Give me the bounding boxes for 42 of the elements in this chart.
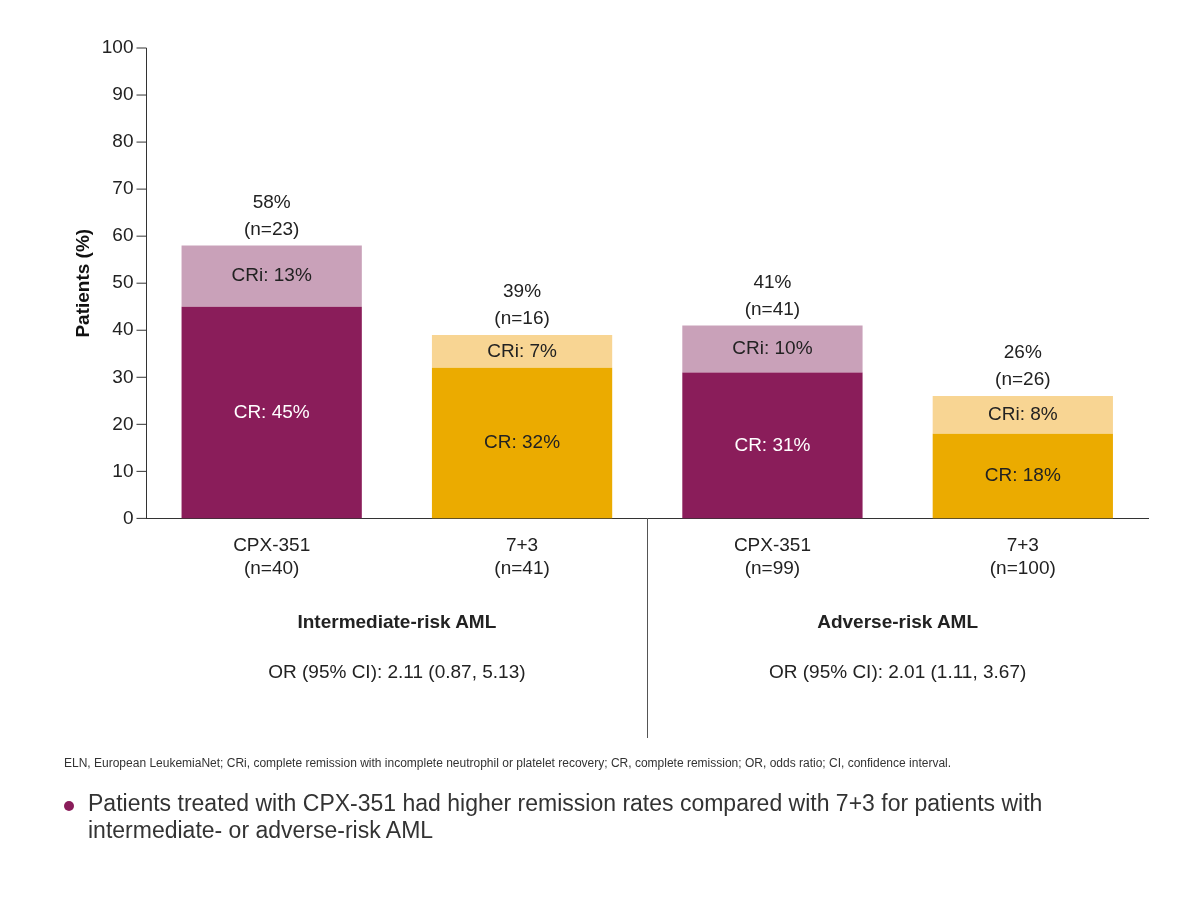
text: ELN, European LeukemiaNet; CRi, complete remission with incomplete neutrophil or platelet recovery; CR, complete remission; OR, odds ratio; CI, confidence interval.	[64, 756, 953, 770]
x-tick-label: 7+3 (n=41)	[494, 534, 550, 578]
y-tick-label: 100	[101, 36, 134, 58]
y-tick-label: 50	[112, 271, 134, 293]
bar	[181, 245, 362, 307]
y-tick-label: 70	[112, 177, 134, 199]
bar	[181, 306, 362, 519]
data-label: CR: 31%	[734, 433, 811, 455]
total-label: 41% (n=41)	[744, 270, 801, 319]
y-tick-label: 0	[122, 506, 134, 528]
data-label: CRi: 13%	[231, 264, 312, 286]
y-tick-label: 30	[112, 365, 134, 387]
data-label: CRi: 8%	[987, 403, 1058, 425]
bar	[932, 396, 1113, 434]
data-label: CRi: 10%	[732, 337, 813, 359]
bar	[932, 433, 1113, 519]
text: OR (95% CI): 2.11 (0.87, 5.13)	[268, 660, 526, 682]
bar	[431, 334, 613, 368]
y-tick-label: 90	[112, 83, 134, 105]
data-label: CR: 32%	[484, 431, 561, 453]
bar	[682, 325, 863, 373]
y-tick-label: 20	[112, 412, 134, 434]
text: Intermediate-risk AML	[297, 610, 497, 632]
x-tick-label: 7+3 (n=100)	[989, 534, 1056, 578]
total-label: 26% (n=26)	[995, 341, 1051, 390]
bar	[431, 367, 613, 519]
x-tick-label: CPX-351 (n=99)	[733, 534, 811, 578]
x-tick-label: CPX-351 (n=40)	[233, 534, 311, 578]
total-label: 39% (n=16)	[494, 280, 550, 329]
data-label: CR: 18%	[984, 464, 1061, 486]
text: OR (95% CI): 2.01 (1.11, 3.67)	[768, 660, 1027, 682]
total-label: 58% (n=23)	[243, 190, 300, 239]
data-label: CR: 45%	[233, 400, 310, 422]
text: Adverse-risk AML	[817, 610, 979, 632]
y-tick-label: 80	[112, 130, 134, 152]
data-label: CRi: 7%	[487, 339, 558, 361]
bar	[682, 372, 863, 519]
text: Patients treated with CPX-351 had higher remission rates compared with 7+3 for patients with intermediate- or adverse-risk AML	[88, 790, 1044, 844]
y-tick-label: 40	[112, 318, 134, 340]
y-tick-label: 10	[112, 459, 134, 481]
y-tick-label: 60	[112, 224, 134, 246]
y-axis-title: Patients (%)	[71, 228, 93, 338]
